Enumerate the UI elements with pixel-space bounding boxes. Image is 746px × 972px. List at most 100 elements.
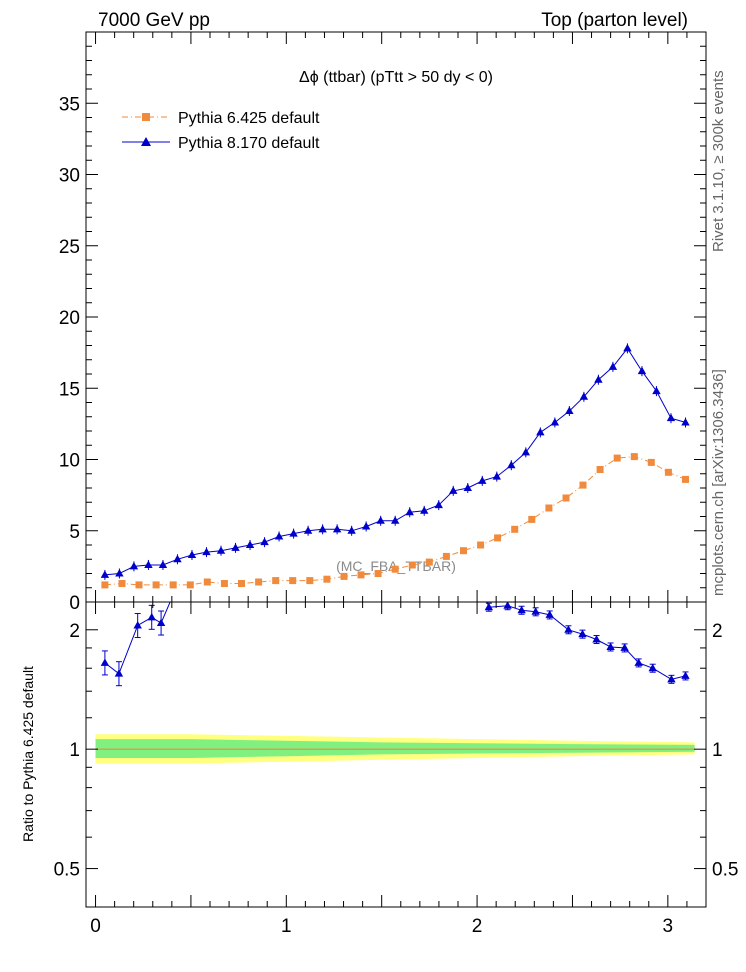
point-pythia8 bbox=[144, 560, 153, 568]
point-pythia8 bbox=[420, 506, 429, 514]
point-pythia8 bbox=[521, 447, 531, 456]
point-pythia6 bbox=[664, 468, 672, 476]
point-pythia8 bbox=[608, 362, 618, 370]
point-pythia8 bbox=[449, 486, 458, 494]
point-pythia8 bbox=[405, 507, 414, 516]
point-pythia6 bbox=[442, 552, 450, 560]
point-pythia8 bbox=[332, 524, 342, 533]
ratio-point-pythia8 bbox=[578, 629, 587, 638]
point-pythia8 bbox=[507, 460, 516, 469]
main-ytick-label: 10 bbox=[59, 451, 80, 472]
ratio-point-pythia8 bbox=[100, 658, 110, 666]
ratio-ytick-label-right: 0.5 bbox=[712, 860, 738, 881]
point-pythia8 bbox=[652, 386, 661, 395]
header-right: Top (parton level) bbox=[541, 10, 688, 31]
point-pythia8 bbox=[158, 560, 168, 568]
ratio-ylabel: Ratio to Pythia 6.425 default bbox=[20, 666, 36, 842]
ratio-frame bbox=[85, 601, 707, 908]
ratio-point-pythia8 bbox=[592, 635, 601, 643]
point-pythia6 bbox=[391, 565, 399, 573]
legend-entry-pythia8: Pythia 8.170 default bbox=[122, 135, 320, 152]
ratio-plot-area bbox=[95, 602, 695, 764]
ratio-ytick-label: 2 bbox=[69, 621, 80, 642]
point-pythia8 bbox=[245, 540, 255, 548]
point-pythia8 bbox=[115, 569, 124, 577]
ratio-point-pythia8 bbox=[620, 643, 629, 651]
xtick-label: 2 bbox=[472, 916, 483, 937]
ratio-point-pythia8 bbox=[681, 671, 690, 679]
mcplots-label: mcplots.cern.ch [arXiv:1306.3436] bbox=[710, 369, 727, 596]
point-pythia8 bbox=[318, 524, 327, 533]
point-pythia6 bbox=[682, 475, 689, 483]
point-pythia6 bbox=[647, 458, 655, 466]
ratio-point-pythia8 bbox=[503, 602, 512, 609]
point-pythia8 bbox=[173, 554, 182, 563]
point-pythia8 bbox=[274, 531, 284, 540]
main-ytick-label: 25 bbox=[59, 237, 80, 258]
ratio-line-pythia8 bbox=[104, 602, 171, 675]
point-pythia6 bbox=[135, 581, 143, 589]
point-pythia8 bbox=[637, 366, 647, 375]
point-pythia8 bbox=[594, 375, 603, 383]
point-pythia8 bbox=[681, 417, 690, 426]
point-pythia8 bbox=[231, 543, 240, 551]
point-pythia6 bbox=[408, 561, 416, 569]
ratio-point-pythia8 bbox=[517, 605, 526, 614]
legend: Pythia 6.425 default Pythia 8.170 defaul… bbox=[122, 110, 320, 152]
point-pythia8 bbox=[463, 483, 472, 491]
point-pythia6 bbox=[613, 454, 621, 462]
point-pythia8 bbox=[550, 417, 560, 426]
legend-label-pythia6: Pythia 6.425 default bbox=[178, 110, 320, 127]
xtick-label: 0 bbox=[90, 916, 101, 937]
point-pythia8 bbox=[478, 476, 487, 484]
point-pythia8 bbox=[579, 392, 589, 400]
point-pythia6 bbox=[511, 525, 519, 533]
point-pythia6 bbox=[562, 494, 570, 502]
point-pythia6 bbox=[152, 581, 160, 589]
point-pythia6 bbox=[357, 571, 365, 579]
point-pythia6 bbox=[494, 534, 502, 542]
legend-marker-pythia6 bbox=[142, 113, 150, 121]
ratio-point-pythia8 bbox=[484, 602, 494, 611]
point-pythia6 bbox=[425, 558, 433, 566]
ratio-point-pythia8 bbox=[114, 669, 124, 677]
main-ytick-label: 0 bbox=[69, 593, 80, 614]
point-pythia8 bbox=[434, 500, 443, 509]
legend-label-pythia8: Pythia 8.170 default bbox=[178, 135, 320, 152]
point-pythia8 bbox=[303, 526, 313, 534]
main-ytick-label: 15 bbox=[59, 379, 80, 400]
main-ytick-label: 5 bbox=[69, 522, 80, 543]
point-pythia8 bbox=[623, 343, 632, 352]
point-pythia6 bbox=[596, 466, 604, 473]
point-pythia8 bbox=[129, 561, 139, 570]
point-pythia6 bbox=[255, 578, 263, 586]
point-pythia6 bbox=[203, 578, 211, 586]
point-pythia6 bbox=[374, 570, 382, 577]
point-pythia8 bbox=[361, 521, 371, 530]
main-plot-area bbox=[100, 343, 690, 589]
point-pythia6 bbox=[169, 581, 177, 589]
point-pythia6 bbox=[460, 547, 467, 555]
xtick-label: 3 bbox=[663, 916, 674, 937]
point-pythia6 bbox=[289, 577, 297, 585]
point-pythia8 bbox=[536, 427, 545, 436]
point-pythia8 bbox=[376, 516, 385, 524]
ratio-point-pythia8 bbox=[634, 658, 643, 666]
point-pythia8 bbox=[216, 546, 226, 554]
point-pythia8 bbox=[289, 529, 298, 537]
uncertainty-band-green bbox=[95, 739, 695, 758]
plot-title: Δϕ (ttbar) (pTtt > 50 dy < 0) bbox=[299, 69, 493, 86]
rivet-label: Rivet 3.1.10, ≥ 300k events bbox=[710, 70, 727, 252]
point-pythia6 bbox=[323, 575, 331, 583]
ratio-ytick-label: 1 bbox=[69, 740, 80, 761]
ratio-point-pythia8 bbox=[648, 663, 657, 672]
point-pythia8 bbox=[666, 413, 676, 422]
ratio-point-pythia8 bbox=[147, 612, 156, 621]
point-pythia6 bbox=[238, 580, 245, 587]
main-ytick-label: 20 bbox=[59, 308, 80, 329]
ratio-ytick-label-right: 1 bbox=[712, 740, 723, 761]
ratio-point-pythia8 bbox=[564, 625, 573, 633]
point-pythia6 bbox=[186, 581, 194, 589]
ratio-point-pythia8 bbox=[133, 621, 142, 629]
